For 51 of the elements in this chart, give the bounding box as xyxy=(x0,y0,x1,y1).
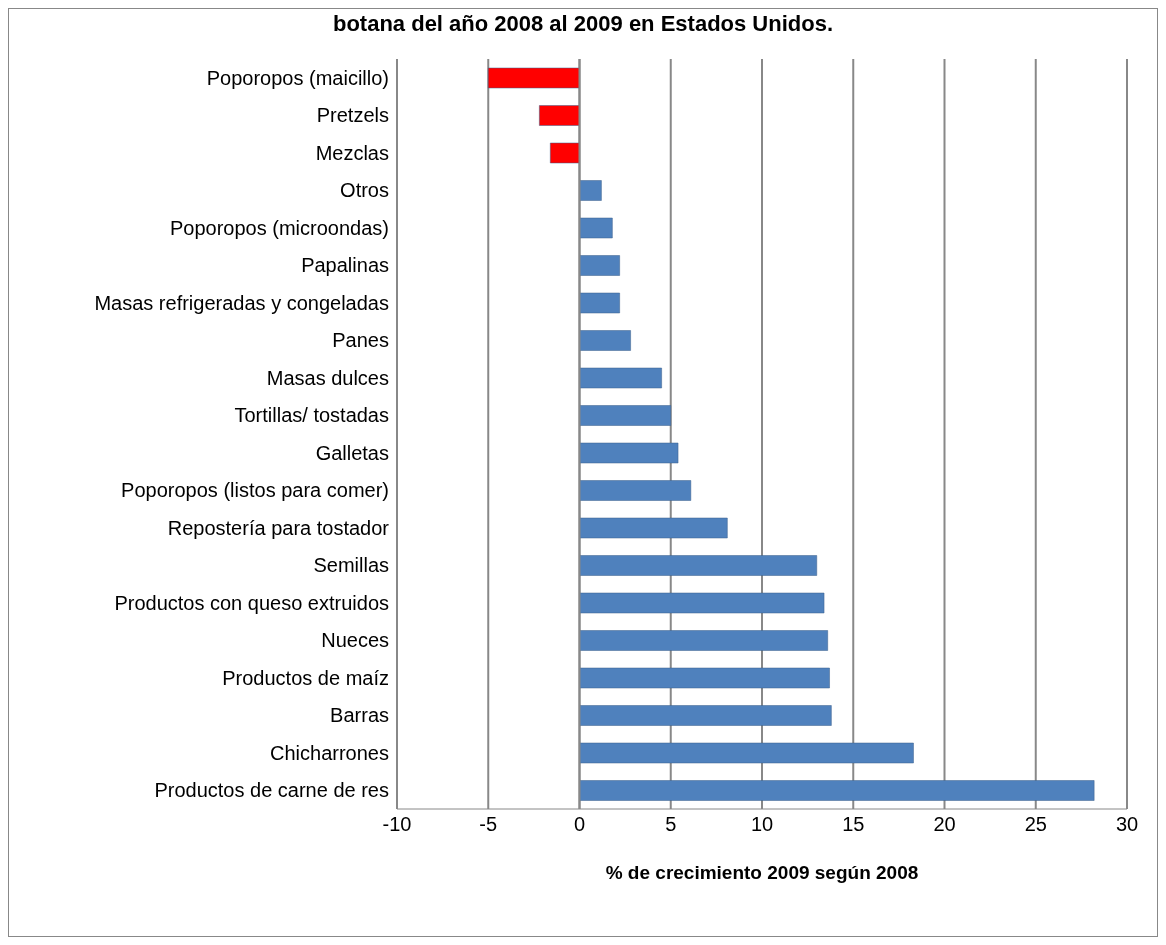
bar xyxy=(539,105,580,126)
y-tick-label: Nueces xyxy=(321,629,389,652)
x-axis-title: % de crecimiento 2009 según 2008 xyxy=(605,862,919,883)
x-tick-label: 15 xyxy=(842,813,865,836)
bar xyxy=(550,142,580,164)
bar xyxy=(579,480,692,501)
y-tick-label: Mezclas xyxy=(315,141,389,164)
y-tick-label: Barras xyxy=(330,704,389,727)
y-tick-label: Galletas xyxy=(315,441,389,464)
y-tick-label: Pretzels xyxy=(316,104,389,127)
y-tick-label: Productos de maíz xyxy=(222,666,389,689)
x-tick-label: 0 xyxy=(573,813,586,836)
y-tick-label: Semillas xyxy=(313,554,389,577)
bar xyxy=(579,330,631,351)
bar xyxy=(579,217,613,239)
y-tick-label: Masas dulces xyxy=(266,366,389,389)
bar xyxy=(579,517,728,539)
chart-title: botana del año 2008 al 2009 en Estados Unidos. xyxy=(331,11,835,38)
bar xyxy=(579,180,602,201)
y-tick-label: Productos de carne de res xyxy=(154,779,389,802)
bar xyxy=(579,780,1095,801)
bar xyxy=(579,292,620,314)
x-tick-label: 30 xyxy=(1115,813,1139,836)
bar xyxy=(579,742,914,764)
x-tick-label: 20 xyxy=(933,813,956,836)
y-tick-label: Tortillas/ tostadas xyxy=(234,404,389,427)
x-tick-label: 5 xyxy=(665,813,677,836)
bar xyxy=(579,705,832,726)
y-tick-label: Masas refrigeradas y congeladas xyxy=(94,291,389,314)
x-tick-label: 10 xyxy=(750,813,774,836)
bar xyxy=(579,630,828,651)
y-tick-label: Repostería para tostador xyxy=(167,516,390,539)
bar xyxy=(579,405,671,426)
bar xyxy=(579,255,620,276)
y-tick-label: Chicharrones xyxy=(270,741,389,764)
x-tick-label: -5 xyxy=(479,813,498,836)
y-tick-label: Poporopos (listos para comer) xyxy=(121,479,389,502)
y-tick-label: Papalinas xyxy=(301,254,389,277)
x-tick-label: -10 xyxy=(382,813,412,836)
x-tick-label: 25 xyxy=(1024,813,1047,836)
bar xyxy=(579,667,830,689)
y-tick-label: Productos con queso extruidos xyxy=(114,591,389,614)
bar xyxy=(579,442,679,464)
y-tick-label: Poporopos (microondas) xyxy=(170,216,389,239)
y-tick-label: Poporopos (maicillo) xyxy=(206,66,389,89)
y-tick-label: Otros xyxy=(340,179,389,202)
y-tick-label: Panes xyxy=(332,329,389,352)
bar xyxy=(579,367,662,389)
bar xyxy=(579,592,825,614)
bar xyxy=(579,555,817,576)
bar xyxy=(488,67,580,89)
